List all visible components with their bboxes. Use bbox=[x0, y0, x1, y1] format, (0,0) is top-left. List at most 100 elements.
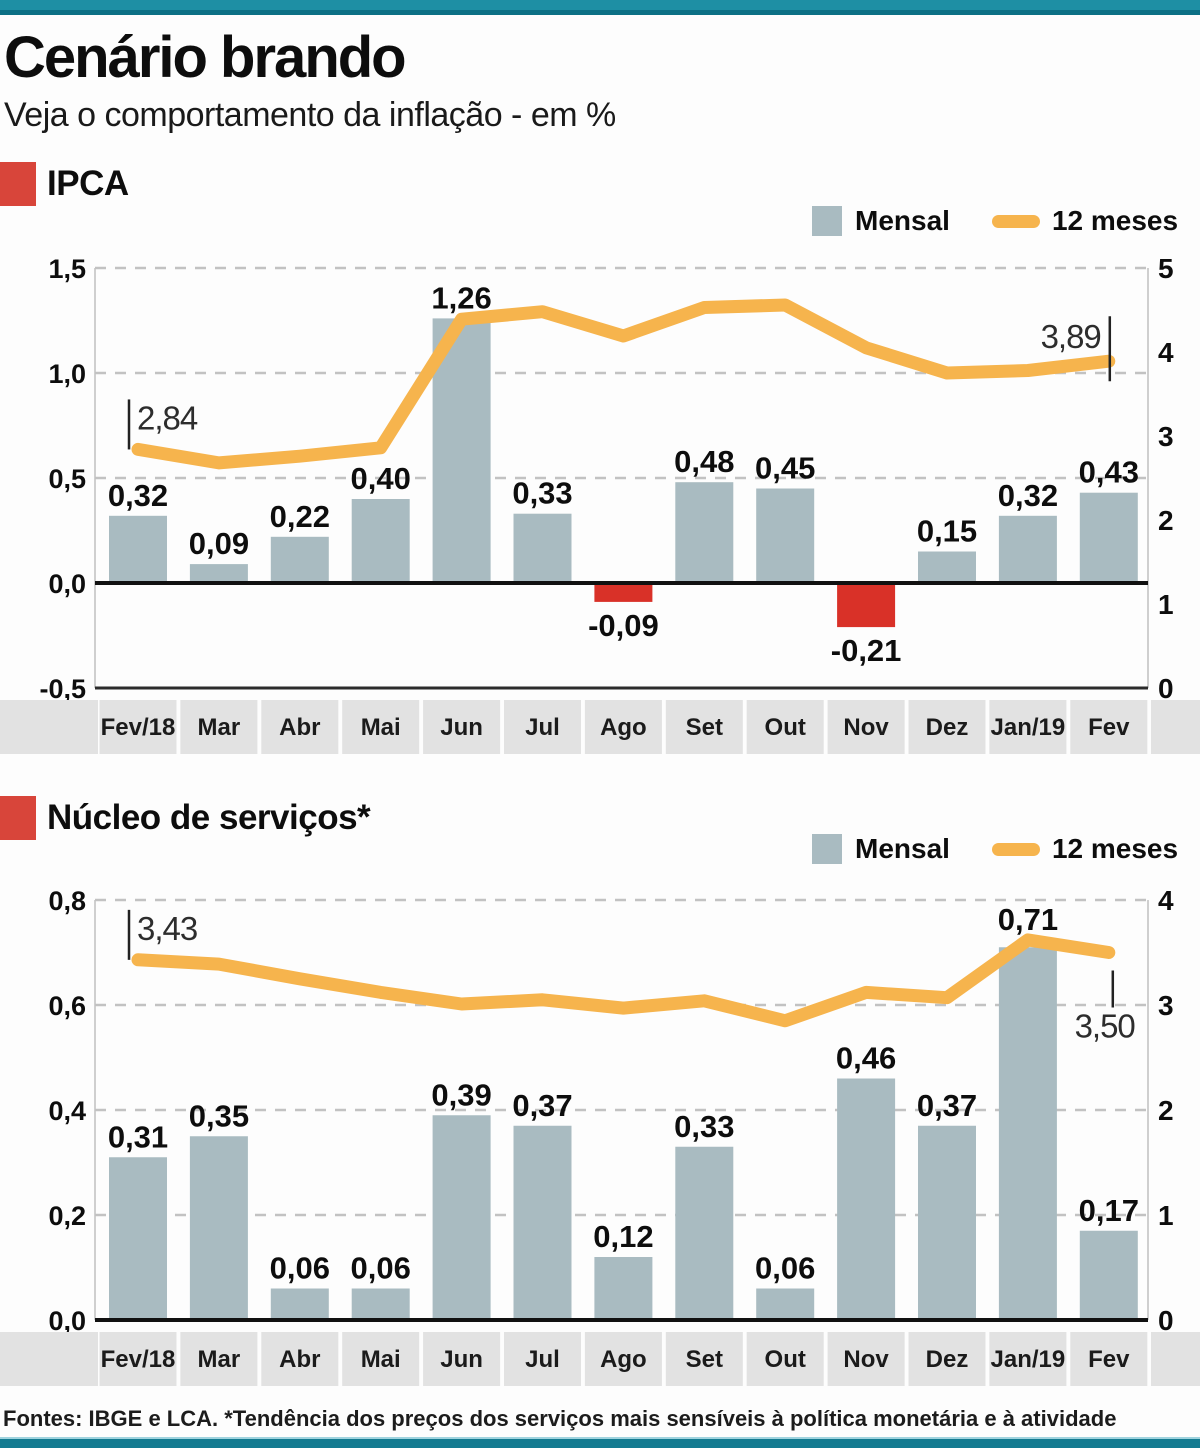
month-cell bbox=[423, 1332, 501, 1386]
bar-value-label: 0,71 bbox=[998, 902, 1058, 937]
annotation-text: 2,84 bbox=[137, 399, 198, 436]
bar bbox=[998, 947, 1057, 1320]
month-cell bbox=[99, 700, 177, 754]
month-label: Abr bbox=[279, 714, 320, 741]
month-cell bbox=[504, 1332, 581, 1386]
bar-value-label: 0,33 bbox=[674, 1109, 734, 1144]
month-label: Dez bbox=[926, 714, 969, 741]
bar bbox=[837, 1078, 896, 1320]
legend-ipca: Mensal 12 meses bbox=[812, 205, 1178, 237]
right-axis-label: 5 bbox=[1158, 253, 1174, 284]
source-note: Fontes: IBGE e LCA. *Tendência dos preço… bbox=[3, 1406, 1117, 1431]
month-label: Mar bbox=[198, 714, 241, 741]
section-header-nucleo: Núcleo de serviços* bbox=[0, 795, 371, 841]
legend-label-12-meses: 12 meses bbox=[1051, 205, 1179, 236]
month-label: Dez bbox=[926, 1346, 969, 1373]
month-label: Ago bbox=[600, 1346, 647, 1373]
bar bbox=[351, 499, 410, 583]
month-label: Jul bbox=[525, 1346, 560, 1373]
month-label: Jun bbox=[440, 1346, 483, 1373]
month-cell bbox=[989, 1332, 1067, 1386]
bar-value-label: 0,17 bbox=[1079, 1193, 1139, 1228]
bar bbox=[109, 515, 167, 583]
month-cell bbox=[584, 1332, 662, 1386]
month-label: Out bbox=[765, 714, 806, 741]
left-axis-label: 0,4 bbox=[48, 1096, 86, 1126]
month-cell bbox=[665, 1332, 743, 1386]
bar-value-label: 0,40 bbox=[351, 461, 411, 496]
bar bbox=[918, 551, 976, 583]
bar-value-label: 0,35 bbox=[189, 1098, 249, 1133]
month-cell bbox=[1070, 1332, 1148, 1386]
bar bbox=[109, 1157, 167, 1320]
month-label: Nov bbox=[843, 1346, 889, 1373]
bar-value-label: 0,32 bbox=[998, 478, 1058, 513]
month-label: Fev bbox=[1088, 714, 1130, 741]
annotation-text: 3,89 bbox=[1041, 318, 1101, 355]
bar-value-label: 0,46 bbox=[836, 1041, 896, 1076]
bar bbox=[189, 564, 248, 583]
bar bbox=[1079, 492, 1138, 583]
month-cell bbox=[989, 700, 1067, 754]
twelve-month-swatch-icon bbox=[991, 214, 1040, 228]
section-header-ipca: IPCA bbox=[0, 161, 129, 207]
legend-label-mensal: Mensal bbox=[855, 205, 950, 236]
section-title-ipca: IPCA bbox=[47, 164, 129, 203]
bar-value-label: 0,39 bbox=[431, 1077, 491, 1112]
month-cell bbox=[261, 1332, 339, 1386]
right-axis-label: 0 bbox=[1158, 1305, 1174, 1336]
mensal-swatch-icon bbox=[812, 206, 842, 236]
legend-nucleo: Mensal 12 meses bbox=[812, 833, 1178, 865]
month-label: Out bbox=[765, 1346, 806, 1373]
right-axis-label: 3 bbox=[1158, 421, 1174, 452]
month-cell bbox=[180, 1332, 258, 1386]
month-label: Fev bbox=[1088, 1346, 1130, 1373]
bar bbox=[270, 1288, 329, 1320]
twelve-month-line bbox=[131, 298, 1116, 470]
month-cell bbox=[827, 700, 905, 754]
bar-value-label: 0,45 bbox=[755, 451, 815, 486]
month-label: Jan/19 bbox=[991, 714, 1066, 741]
bar bbox=[918, 1125, 976, 1320]
left-axis-label: 0,6 bbox=[48, 991, 86, 1021]
red-square-icon bbox=[0, 162, 36, 206]
left-axis-label: 0,8 bbox=[48, 886, 86, 916]
month-cell bbox=[342, 1332, 420, 1386]
bar bbox=[998, 515, 1057, 583]
left-axis-label: 0,0 bbox=[48, 569, 86, 599]
month-cell bbox=[1151, 700, 1200, 754]
bar bbox=[756, 1288, 815, 1320]
left-axis-label: 0,0 bbox=[48, 1306, 86, 1336]
month-label: Jun bbox=[440, 714, 483, 741]
month-label: Set bbox=[686, 714, 723, 741]
right-axis-label: 1 bbox=[1158, 1200, 1174, 1231]
bar bbox=[513, 1125, 572, 1320]
right-axis-label: 2 bbox=[1158, 505, 1174, 536]
month-cell bbox=[746, 1332, 824, 1386]
annotation-text: 3,43 bbox=[137, 910, 197, 947]
left-axis-label: 0,5 bbox=[48, 464, 86, 494]
month-label: Nov bbox=[843, 714, 889, 741]
right-axis-label: 3 bbox=[1158, 990, 1174, 1021]
bar-value-label: 0,48 bbox=[674, 444, 734, 479]
month-cell bbox=[1151, 1332, 1200, 1386]
bar-value-label: 0,37 bbox=[917, 1088, 977, 1123]
ipca-chart: 1,5 1,0 0,5 0,0 -0,5 5 4 3 2 1 0 Fev/18 Mar Abr Mai Jun… bbox=[0, 253, 1200, 754]
month-label: Fev/18 bbox=[101, 714, 176, 741]
nucleo-chart: 0,8 0,6 0,4 0,2 0,0 4 3 2 1 0 Fev/18 Mar Abr Mai Jun Ju… bbox=[0, 885, 1200, 1386]
left-axis-label: 1,5 bbox=[48, 254, 86, 284]
left-axis-label: -0,5 bbox=[39, 674, 86, 704]
right-axis-label: 4 bbox=[1158, 337, 1174, 368]
bar-value-label: 0,06 bbox=[351, 1251, 411, 1286]
bar-value-label: 1,26 bbox=[431, 280, 491, 315]
page-title: Cenário brando bbox=[4, 25, 407, 90]
legend-label-12-meses: 12 meses bbox=[1051, 833, 1179, 864]
left-axis-label: 1,0 bbox=[48, 359, 86, 389]
bar bbox=[756, 488, 815, 583]
bar-value-label: -0,21 bbox=[831, 633, 902, 668]
bar bbox=[270, 536, 329, 583]
month-cell bbox=[746, 700, 824, 754]
bar-value-label: 0,06 bbox=[755, 1251, 815, 1286]
month-label: Fev/18 bbox=[101, 1346, 176, 1373]
month-cell bbox=[180, 700, 258, 754]
